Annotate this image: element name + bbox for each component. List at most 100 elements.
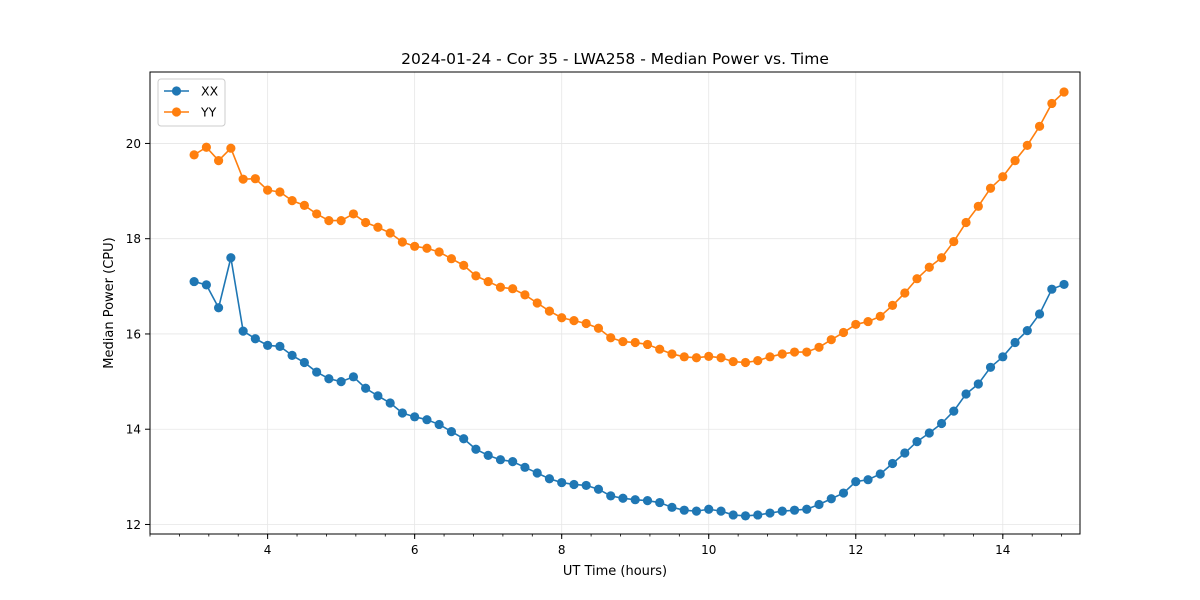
data-point-yy (704, 351, 714, 361)
data-point-yy (593, 323, 604, 333)
data-point-yy (826, 335, 836, 345)
data-point-yy (765, 352, 775, 362)
data-point-xx (618, 493, 628, 503)
data-point-xx (434, 419, 444, 430)
data-point-xx (483, 450, 493, 461)
data-point-xx (642, 496, 653, 506)
data-point-yy (814, 342, 824, 352)
data-point-xx (299, 357, 309, 368)
data-point-yy (1047, 98, 1057, 109)
data-point-yy (348, 209, 359, 219)
data-point-xx (606, 491, 616, 501)
data-point-xx (275, 341, 285, 351)
data-point-xx (875, 469, 885, 479)
x-tick-label: 12 (848, 543, 863, 557)
y-axis-label: Median Power (CPU) (102, 237, 117, 368)
data-point-xx (324, 374, 334, 384)
data-point-xx (1022, 326, 1032, 336)
data-point-yy (936, 253, 947, 263)
data-point-yy (201, 142, 211, 152)
data-point-xx (250, 334, 260, 344)
data-point-xx (495, 455, 506, 465)
data-point-xx (373, 391, 383, 401)
data-point-yy (422, 243, 432, 253)
data-point-xx (287, 350, 297, 360)
data-point-yy (238, 174, 248, 184)
legend-label-yy: YY (200, 105, 217, 120)
data-point-yy (189, 150, 199, 160)
data-point-yy (949, 236, 959, 247)
data-point-yy (299, 200, 309, 210)
data-point-yy (324, 216, 334, 226)
data-point-yy (495, 282, 506, 292)
data-point-yy (373, 222, 383, 232)
data-point-yy (532, 298, 542, 308)
data-point-xx (826, 494, 836, 504)
y-tick-label: 14 (126, 423, 141, 437)
data-point-xx (912, 437, 922, 447)
data-point-xx (655, 497, 665, 508)
data-point-yy (887, 300, 898, 310)
data-point-xx (961, 389, 971, 399)
x-axis-label: UT Time (hours) (563, 564, 667, 579)
data-point-yy (569, 316, 579, 326)
data-point-xx (777, 506, 787, 516)
data-point-yy (863, 316, 873, 327)
axis-ticks: 4 6 8 10 12 14 12 14 16 18 20 (126, 137, 1063, 557)
data-point-xx (973, 379, 983, 389)
y-tick-label: 12 (126, 518, 141, 532)
data-point-xx (936, 418, 947, 429)
data-point-xx (1010, 337, 1020, 348)
data-point-yy (630, 337, 640, 348)
data-point-yy (753, 356, 763, 366)
data-point-xx (1059, 279, 1069, 290)
data-point-yy (740, 357, 751, 368)
series-line-xx (193, 256, 1065, 517)
data-point-xx (213, 303, 224, 313)
data-point-yy (716, 353, 726, 363)
data-point-yy (655, 344, 665, 354)
data-point-yy (557, 313, 567, 323)
data-point-yy (1034, 121, 1045, 131)
data-point-yy (679, 352, 689, 362)
legend-marker-xx (171, 86, 182, 96)
data-point-yy (483, 276, 493, 287)
data-point-yy (973, 201, 983, 211)
data-point-yy (838, 327, 849, 338)
data-point-xx (397, 408, 407, 418)
data-point-yy (544, 306, 555, 316)
legend: XX YY (157, 78, 226, 127)
data-point-xx (728, 510, 738, 520)
data-point-xx (581, 480, 591, 491)
data-point-xx (557, 477, 567, 488)
data-point-xx (985, 362, 996, 372)
data-point-yy (961, 217, 971, 228)
data-point-yy (361, 217, 371, 228)
data-point-xx (189, 276, 199, 287)
data-point-xx (312, 367, 322, 377)
data-point-yy (410, 241, 420, 251)
x-tick-label: 8 (558, 543, 566, 557)
data-point-xx (544, 474, 555, 484)
data-point-yy (520, 290, 530, 300)
data-point-xx (593, 484, 604, 494)
data-point-xx (765, 508, 775, 518)
data-point-yy (275, 187, 285, 197)
data-point-xx (704, 504, 714, 514)
data-point-xx (887, 458, 898, 469)
data-point-xx (446, 426, 457, 437)
y-tick-label: 20 (126, 137, 141, 151)
y-tick-label: 16 (126, 327, 141, 341)
data-point-xx (998, 352, 1008, 362)
data-point-xx (385, 398, 395, 408)
data-point-yy (667, 349, 677, 359)
data-point-xx (630, 495, 640, 505)
plot-frame (149, 71, 1081, 535)
chart-title: 2024-01-24 - Cor 35 - LWA258 - Median Po… (401, 50, 829, 68)
grid-lines (150, 72, 1080, 534)
data-point-xx (1034, 309, 1045, 319)
data-point-xx (569, 479, 579, 490)
data-point-yy (912, 274, 922, 284)
data-point-yy (691, 353, 702, 363)
